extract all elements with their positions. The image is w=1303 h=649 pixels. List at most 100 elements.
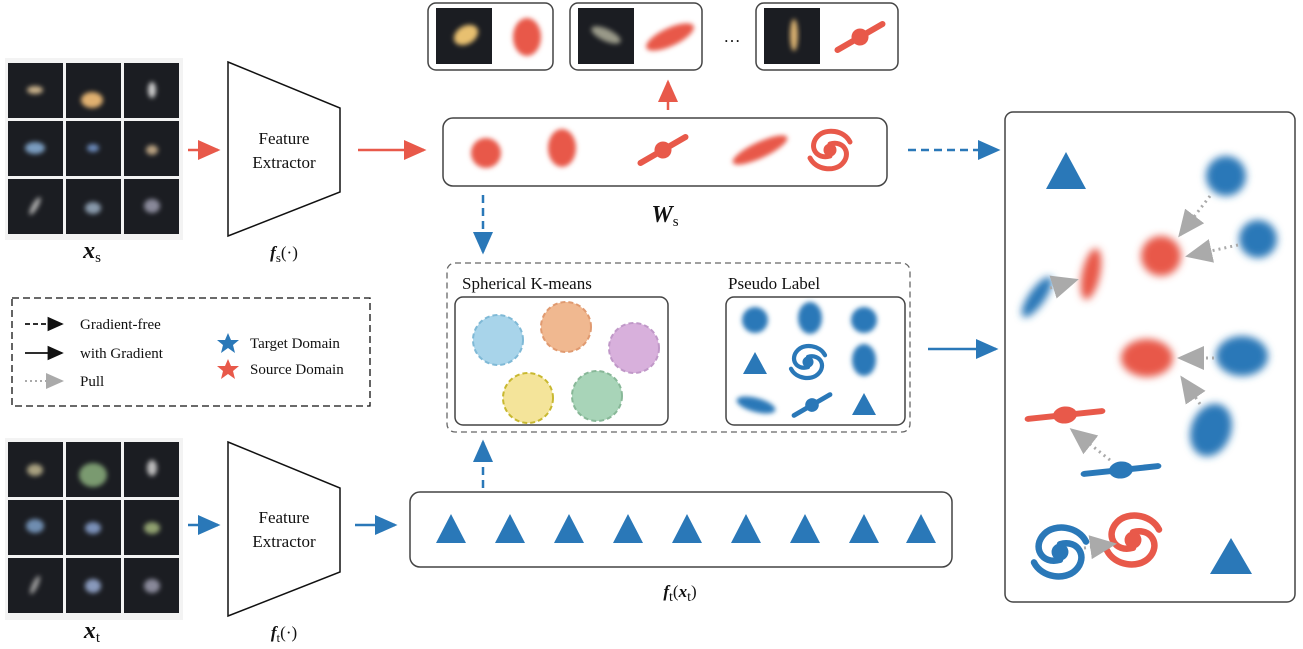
clustering-module-part-part xyxy=(742,307,768,333)
source-input-label-part: s xyxy=(95,250,101,266)
target-features-label-part: x xyxy=(678,582,688,601)
source-input-label: xs xyxy=(82,238,101,266)
legend xyxy=(11,297,371,407)
aligned-space-part-part xyxy=(1121,339,1173,377)
source-images-part-part xyxy=(29,197,41,215)
target-features-part-part xyxy=(495,514,525,543)
clustering-module-part-part xyxy=(852,344,876,376)
source-weights-part-part xyxy=(471,138,501,168)
target-input-label: xt xyxy=(83,618,101,646)
clustering-module-part-part xyxy=(472,314,524,366)
clustering-module-part xyxy=(743,352,767,374)
target-extractor-label-part: f xyxy=(271,623,279,642)
target-features-label-part: t xyxy=(669,590,673,605)
clustering-module-part-part xyxy=(540,301,592,353)
aligned-space-part-part xyxy=(1185,239,1239,263)
target-extractor-label-part: (·) xyxy=(280,623,297,642)
target-features-part-part xyxy=(906,514,936,543)
target-extractor-label-part: t xyxy=(277,630,281,645)
legend-part xyxy=(11,297,371,407)
target-images-part-part xyxy=(85,579,101,593)
target-images-part-part xyxy=(147,460,157,476)
ellipsis: … xyxy=(724,27,741,46)
target-features-part-part xyxy=(790,514,820,543)
source-weights-part xyxy=(471,129,788,168)
target-features-part-part xyxy=(554,514,584,543)
target-images-part-part xyxy=(79,463,107,487)
source-images-part-part xyxy=(81,92,103,108)
source-images-part-part xyxy=(66,63,121,118)
source-prototypes-examples-part xyxy=(591,26,621,44)
aligned-space-part-part xyxy=(1141,236,1181,276)
legend-text: Source Domain xyxy=(250,362,344,378)
source-weights-part-part xyxy=(548,129,576,167)
aligned-space xyxy=(1004,111,1296,603)
source-weights xyxy=(442,117,888,187)
source-images-part-part xyxy=(148,82,156,98)
legend-text: Target Domain xyxy=(250,336,340,352)
target-images xyxy=(5,438,183,620)
source-input-label-part: x xyxy=(82,238,95,264)
aligned-space-part-part xyxy=(1049,275,1079,299)
extractor-text: Extractor xyxy=(252,153,316,172)
target-features-part-part xyxy=(849,514,879,543)
aligned-space-part-part xyxy=(1021,276,1053,318)
target-images-part-part xyxy=(26,519,44,533)
source-prototypes-examples-part xyxy=(646,23,694,51)
legend-part xyxy=(217,333,239,353)
extractor-text: Extractor xyxy=(252,532,316,551)
source-weights-part-part xyxy=(732,135,788,165)
clustering-module xyxy=(446,262,911,433)
legend-text: Gradient-free xyxy=(80,317,161,333)
target-features xyxy=(409,491,953,568)
aligned-space-part-part xyxy=(1069,428,1111,462)
target-features-label-part: t xyxy=(687,590,691,605)
source-images xyxy=(5,58,183,240)
target-features-label-part: ( xyxy=(673,582,679,601)
pseudo-label-title: Pseudo Label xyxy=(728,274,820,293)
target-features-label-part: f xyxy=(663,582,671,601)
target-images-part-part xyxy=(29,575,41,595)
target-extractor xyxy=(227,440,341,618)
aligned-space-part-part xyxy=(1083,535,1117,560)
source-extractor-label-part: s xyxy=(276,250,281,265)
target-features-part-part xyxy=(436,514,466,543)
source-images-part-part xyxy=(27,86,43,94)
target-features-part-part xyxy=(613,514,643,543)
target-images-part-part xyxy=(27,464,43,476)
aligned-space-part-part xyxy=(1206,156,1246,196)
clustering-module-part-part xyxy=(608,322,660,374)
source-prototypes-examples-part xyxy=(513,18,541,56)
source-images-part-part xyxy=(87,144,99,152)
target-images-part-part xyxy=(144,579,160,593)
legend-text: Pull xyxy=(80,374,104,390)
legend-text: with Gradient xyxy=(80,346,164,362)
clustering-module-part-part xyxy=(502,372,554,424)
target-features-part-part xyxy=(731,514,761,543)
target-images-part xyxy=(26,460,160,595)
aligned-space-part-part xyxy=(1216,336,1268,376)
source-weights-label: Ws xyxy=(651,202,678,230)
target-images-part xyxy=(8,442,179,613)
target-extractor-label: ft(·) xyxy=(271,623,297,645)
source-images-part-part xyxy=(85,202,101,214)
source-weights-label-part: W xyxy=(651,202,674,228)
clustering-module-part-part xyxy=(736,396,776,414)
source-prototypes-examples: … xyxy=(427,2,899,71)
source-extractor xyxy=(227,60,341,238)
clustering-module-part xyxy=(736,302,877,414)
aligned-space-part xyxy=(1046,152,1086,189)
aligned-space-part xyxy=(1049,195,1239,560)
aligned-space-part-part xyxy=(1178,195,1212,238)
target-features-label-part: ) xyxy=(691,582,697,601)
aligned-space-part-part xyxy=(1080,248,1102,300)
target-features-part-part xyxy=(672,514,702,543)
source-prototypes-examples-part xyxy=(790,19,798,51)
source-images-part-part xyxy=(25,142,45,154)
source-extractor-label-part: (·) xyxy=(281,243,298,262)
aligned-space-part xyxy=(1021,156,1277,457)
target-images-part-part xyxy=(144,522,160,534)
clustering-module-part-part xyxy=(798,302,822,334)
extractor-text: Feature xyxy=(259,508,310,527)
